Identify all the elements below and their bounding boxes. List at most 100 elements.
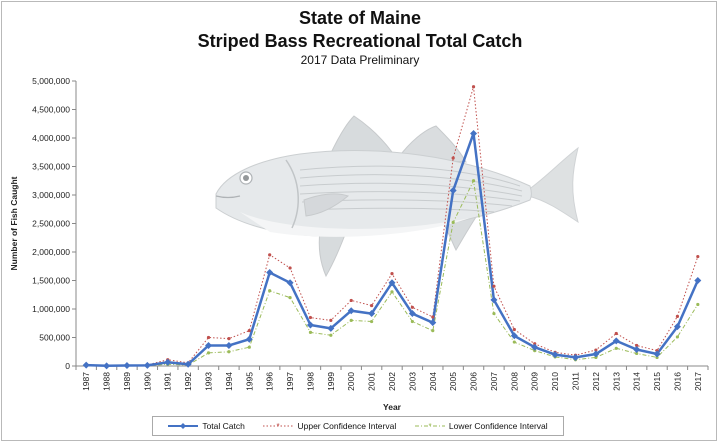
x-tick-label: 1992 (183, 372, 193, 391)
x-tick-label: 1997 (285, 372, 295, 391)
x-tick-label: 1994 (224, 372, 234, 391)
y-tick-label: 3,000,000 (32, 190, 70, 200)
x-tick-label: 2016 (672, 372, 682, 391)
data-point-total-catch (531, 343, 539, 351)
data-point-upper-ci (308, 315, 313, 320)
legend-item-upper-ci: * Upper Confidence Interval (263, 421, 396, 431)
data-point-total-catch (429, 319, 437, 327)
x-tick-label: 2011 (570, 372, 580, 391)
data-point-lower-ci (492, 311, 496, 316)
y-tick-label: 3,500,000 (32, 162, 70, 172)
data-point-total-catch (164, 358, 172, 366)
x-tick-label: 2010 (550, 372, 560, 391)
data-point-total-catch (490, 296, 498, 304)
data-point-total-catch (673, 323, 681, 331)
data-point-total-catch (266, 269, 274, 277)
y-tick-label: 4,000,000 (32, 133, 70, 143)
x-tick-label: 1991 (163, 372, 173, 391)
data-point-lower-ci (288, 296, 292, 300)
data-point-total-catch (388, 279, 396, 287)
data-point-lower-ci (410, 319, 414, 324)
data-point-upper-ci (390, 272, 394, 276)
data-point-upper-ci (268, 253, 272, 257)
y-tick-label: 2,000,000 (32, 247, 70, 257)
legend-swatch-upper-ci: * (263, 422, 294, 430)
data-point-upper-ci (227, 337, 231, 341)
legend-item-lower-ci: * Lower Confidence Interval (414, 421, 548, 431)
x-tick-label: 2015 (652, 372, 662, 391)
data-point-lower-ci (614, 346, 618, 350)
chart-subtitle-2: 2017 Data Preliminary (300, 53, 420, 67)
data-point-total-catch (612, 337, 620, 345)
data-point-upper-ci (288, 266, 292, 270)
data-point-upper-ci (370, 303, 374, 308)
y-tick-label: 2,500,000 (32, 219, 70, 229)
y-tick-label: 4,500,000 (32, 105, 70, 115)
data-point-total-catch (633, 345, 641, 353)
x-tick-label: 1989 (122, 372, 132, 391)
data-point-lower-ci (349, 318, 353, 322)
x-tick-label: 2008 (509, 372, 519, 391)
data-point-lower-ci (512, 340, 516, 344)
data-point-total-catch (245, 335, 253, 343)
data-point-upper-ci (512, 327, 516, 332)
x-tick-label: 2004 (428, 372, 438, 391)
data-point-total-catch (592, 350, 600, 358)
data-point-total-catch (306, 321, 314, 329)
legend-label-upper-ci: Upper Confidence Interval (297, 421, 397, 431)
data-point-lower-ci (206, 351, 211, 355)
x-tick-label: 2000 (346, 372, 356, 391)
x-tick-label: 2002 (387, 372, 397, 391)
x-axis-title: Year (383, 402, 402, 412)
data-point-total-catch (408, 310, 416, 318)
data-point-upper-ci (635, 343, 639, 348)
data-point-lower-ci (431, 329, 435, 333)
y-axis-title: Number of Fish Caught (9, 176, 19, 270)
data-point-total-catch (103, 362, 111, 370)
data-point-upper-ci (471, 85, 476, 89)
data-point-total-catch (510, 332, 518, 340)
data-point-total-catch (327, 324, 335, 332)
data-point-upper-ci (206, 335, 211, 340)
data-point-lower-ci (268, 289, 272, 293)
data-point-total-catch (123, 362, 131, 370)
data-point-upper-ci (349, 298, 353, 303)
data-point-upper-ci (329, 318, 333, 322)
svg-text:*: * (277, 422, 280, 430)
data-point-total-catch (184, 360, 192, 368)
x-tick-label: 2003 (407, 372, 417, 391)
data-point-lower-ci (451, 220, 455, 224)
x-tick-label: 1988 (102, 372, 112, 391)
x-tick-label: 2007 (489, 372, 499, 391)
data-point-total-catch (368, 310, 376, 318)
data-point-lower-ci (696, 302, 700, 307)
data-point-total-catch (653, 350, 661, 358)
data-point-total-catch (694, 277, 702, 284)
data-point-upper-ci (696, 254, 700, 259)
data-point-upper-ci (247, 329, 251, 333)
x-tick-label: 2009 (530, 372, 540, 391)
data-point-total-catch (143, 361, 151, 369)
data-point-total-catch (205, 341, 213, 349)
data-point-total-catch (82, 361, 90, 369)
data-point-total-catch (449, 186, 457, 194)
chart-subtitle: Striped Bass Recreational Total Catch (197, 31, 523, 51)
legend-swatch-total-catch (168, 423, 199, 429)
data-point-lower-ci (227, 350, 231, 354)
y-tick-label: 500,000 (39, 333, 70, 343)
data-point-lower-ci (329, 333, 333, 337)
data-point-upper-ci (410, 305, 414, 309)
y-tick-label: 1,000,000 (32, 304, 70, 314)
x-tick-label: 2017 (693, 372, 703, 391)
data-point-lower-ci (635, 351, 639, 356)
chart-title: State of Maine (298, 8, 422, 28)
data-point-upper-ci (492, 284, 496, 288)
y-tick-label: 5,000,000 (32, 76, 70, 86)
y-tick-label: 0 (65, 361, 70, 371)
data-point-upper-ci (451, 156, 455, 160)
x-tick-label: 1993 (204, 372, 214, 391)
data-point-total-catch (286, 279, 294, 287)
data-point-lower-ci (675, 335, 680, 339)
data-point-total-catch (225, 341, 233, 349)
